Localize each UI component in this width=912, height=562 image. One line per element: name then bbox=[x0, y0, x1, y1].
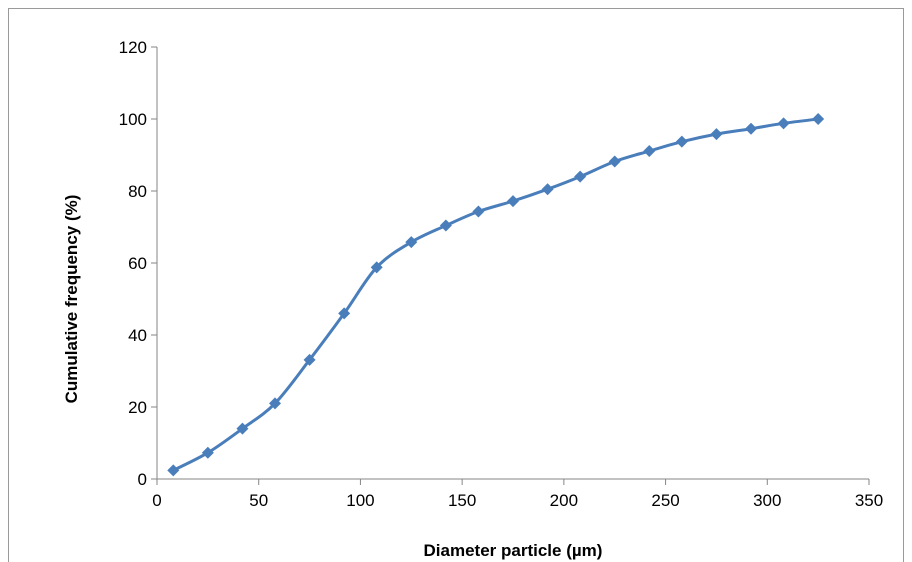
data-point-marker bbox=[643, 145, 656, 158]
data-point-marker bbox=[745, 122, 758, 135]
y-tick-label: 40 bbox=[128, 326, 147, 345]
data-point-marker bbox=[439, 219, 452, 232]
chart-frame bbox=[8, 8, 904, 562]
series-markers bbox=[167, 113, 825, 477]
x-axis-ticks: 0 50 100 150 200 250 300 350 bbox=[152, 479, 883, 510]
y-tick-label: 100 bbox=[119, 110, 147, 129]
series-line bbox=[172, 117, 819, 472]
x-tick-label: 150 bbox=[448, 491, 476, 510]
y-tick-label: 0 bbox=[138, 470, 147, 489]
data-point-marker bbox=[405, 236, 418, 249]
data-point-marker bbox=[201, 446, 214, 459]
data-point-marker bbox=[608, 155, 621, 168]
data-point-marker bbox=[507, 195, 519, 208]
data-point-marker bbox=[675, 135, 688, 148]
x-tick-label: 250 bbox=[651, 491, 679, 510]
x-tick-label: 350 bbox=[855, 491, 883, 510]
data-point-marker bbox=[777, 117, 790, 130]
x-tick-label: 0 bbox=[152, 491, 161, 510]
x-tick-label: 300 bbox=[753, 491, 781, 510]
y-axis-ticks: 0 20 40 60 80 100 120 bbox=[119, 38, 157, 489]
x-tick-label: 50 bbox=[249, 491, 268, 510]
x-tick-label: 100 bbox=[346, 491, 374, 510]
y-tick-label: 60 bbox=[128, 254, 147, 273]
data-point-marker bbox=[472, 205, 485, 218]
data-point-marker bbox=[812, 113, 825, 125]
y-axis-title: Cumulative frequency (%) bbox=[62, 195, 81, 404]
x-axis-title: Diameter particle (µm) bbox=[424, 541, 603, 560]
y-tick-label: 120 bbox=[119, 38, 147, 57]
data-point-marker bbox=[338, 307, 351, 320]
data-point-marker bbox=[167, 464, 180, 477]
data-point-marker bbox=[370, 261, 383, 274]
y-tick-label: 80 bbox=[128, 182, 147, 201]
data-point-marker bbox=[303, 353, 316, 366]
data-point-marker bbox=[541, 183, 554, 196]
y-tick-label: 20 bbox=[128, 398, 147, 417]
data-point-marker bbox=[236, 422, 249, 435]
x-tick-label: 200 bbox=[550, 491, 578, 510]
data-point-marker bbox=[710, 128, 723, 141]
data-point-marker bbox=[574, 170, 587, 183]
data-point-marker bbox=[268, 397, 281, 410]
